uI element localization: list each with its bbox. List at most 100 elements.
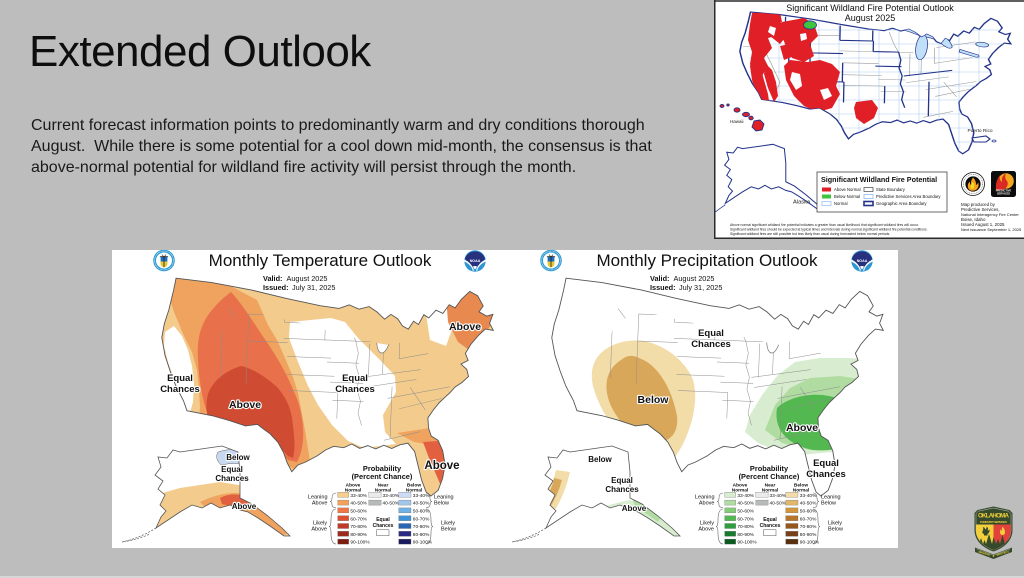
svg-text:Above: Above [312, 501, 328, 507]
svg-text:Above: Above [229, 399, 261, 411]
svg-text:Issued:: Issued: [263, 283, 289, 292]
svg-text:70-80%: 70-80% [800, 524, 817, 530]
svg-text:August 2025: August 2025 [674, 274, 715, 283]
svg-text:90-100%: 90-100% [350, 540, 370, 546]
svg-text:Chances: Chances [806, 469, 846, 480]
svg-text:Above: Above [698, 527, 714, 533]
svg-text:50-60%: 50-60% [800, 509, 817, 515]
svg-text:Chances: Chances [215, 474, 249, 483]
svg-text:Leaning: Leaning [821, 495, 841, 501]
svg-text:60-70%: 60-70% [800, 516, 817, 522]
svg-text:Chances: Chances [373, 523, 394, 529]
svg-text:Next issuance September 1, 202: Next issuance September 1, 2025 [961, 227, 1022, 232]
svg-text:Below: Below [821, 501, 836, 507]
svg-text:Significant Wildland Fire Pote: Significant Wildland Fire Potential Outl… [786, 3, 954, 13]
svg-text:August 2025: August 2025 [287, 274, 328, 283]
svg-text:Alaska: Alaska [793, 199, 811, 205]
svg-text:Above: Above [699, 501, 715, 507]
svg-text:August 2025: August 2025 [845, 13, 896, 23]
svg-text:Chances: Chances [335, 384, 375, 395]
svg-text:Chances: Chances [160, 384, 200, 395]
svg-text:NOAA: NOAA [857, 259, 868, 263]
svg-text:Probability: Probability [750, 464, 789, 473]
svg-text:PROTECT: PROTECT [996, 549, 1010, 556]
svg-text:Equal: Equal [376, 517, 390, 523]
svg-text:60-70%: 60-70% [737, 516, 754, 522]
svg-text:33-40%: 33-40% [770, 493, 787, 499]
svg-text:Monthly Temperature Outlook: Monthly Temperature Outlook [209, 251, 432, 270]
svg-text:Normal: Normal [375, 488, 392, 494]
svg-text:60-70%: 60-70% [413, 516, 430, 522]
svg-text:Above: Above [786, 422, 818, 434]
svg-text:Equal: Equal [813, 458, 839, 469]
svg-text:Normal: Normal [793, 488, 810, 494]
svg-text:Probability: Probability [363, 464, 402, 473]
svg-text:Leaning: Leaning [308, 495, 328, 501]
svg-text:Above Normal: Above Normal [834, 187, 861, 192]
svg-text:90-100%: 90-100% [737, 540, 757, 546]
svg-text:Valid:: Valid: [263, 274, 282, 283]
svg-text:Chances: Chances [605, 485, 639, 494]
svg-text:Monthly Precipitation Outlook: Monthly Precipitation Outlook [596, 251, 818, 270]
svg-text:Above: Above [311, 527, 327, 533]
svg-text:Predictive Services,: Predictive Services, [961, 207, 1000, 212]
svg-text:40-50%: 40-50% [383, 501, 400, 507]
svg-text:Above: Above [622, 504, 647, 513]
svg-text:Equal: Equal [342, 373, 368, 384]
svg-text:40-50%: 40-50% [737, 501, 754, 507]
svg-text:Below: Below [226, 453, 250, 462]
svg-text:Normal: Normal [345, 488, 362, 494]
svg-text:Leaning: Leaning [434, 495, 454, 501]
svg-text:33-40%: 33-40% [350, 493, 367, 499]
svg-text:Significant wildland fires sho: Significant wildland fires should be exp… [730, 228, 928, 232]
svg-text:Equal: Equal [611, 476, 633, 485]
svg-text:50-60%: 50-60% [737, 509, 754, 515]
svg-text:Significant Wildland Fire Pote: Significant Wildland Fire Potential [821, 175, 937, 184]
svg-text:Normal: Normal [834, 201, 848, 206]
svg-text:Normal: Normal [406, 488, 423, 494]
svg-text:50-60%: 50-60% [413, 509, 430, 515]
svg-text:90-100%: 90-100% [800, 540, 820, 546]
svg-text:Chances: Chances [760, 523, 781, 529]
svg-text:OKLAHOMA: OKLAHOMA [978, 513, 1010, 520]
svg-text:Equal: Equal [167, 373, 193, 384]
svg-text:Likely: Likely [441, 521, 455, 527]
svg-text:33-40%: 33-40% [383, 493, 400, 499]
svg-text:Normal: Normal [732, 488, 749, 494]
svg-text:Significant wildland fires are: Significant wildland fires are still pos… [730, 232, 890, 236]
svg-text:Normal: Normal [762, 488, 779, 494]
svg-text:(Percent Chance): (Percent Chance) [352, 472, 413, 481]
svg-text:Below: Below [434, 501, 449, 507]
svg-text:Above: Above [733, 483, 748, 489]
svg-text:Hawaii: Hawaii [730, 119, 744, 124]
svg-text:Below: Below [407, 483, 421, 489]
svg-text:July 31, 2025: July 31, 2025 [292, 283, 335, 292]
svg-text:33-40%: 33-40% [800, 493, 817, 499]
svg-text:National Interagency Fire Cent: National Interagency Fire Center [961, 212, 1019, 217]
svg-text:50-60%: 50-60% [350, 509, 367, 515]
svg-text:Above: Above [449, 321, 481, 333]
svg-text:State Boundary: State Boundary [876, 187, 906, 192]
svg-text:Below: Below [794, 483, 808, 489]
svg-text:FORESTRY SERVICES: FORESTRY SERVICES [980, 520, 1007, 524]
svg-text:SERVICES: SERVICES [997, 192, 1010, 196]
svg-text:Above: Above [232, 502, 257, 511]
svg-text:33-40%: 33-40% [413, 493, 430, 499]
svg-text:Puerto Rico: Puerto Rico [967, 128, 992, 134]
svg-text:Map produced by: Map produced by [961, 202, 996, 207]
svg-text:90-100%: 90-100% [413, 540, 433, 546]
svg-text:Equal: Equal [763, 517, 777, 523]
svg-text:Below: Below [588, 455, 612, 464]
svg-text:Chances: Chances [691, 339, 731, 350]
svg-text:Near: Near [765, 483, 776, 489]
svg-text:40-50%: 40-50% [413, 501, 430, 507]
svg-text:Likely: Likely [700, 521, 714, 527]
svg-text:Above normal significant wildl: Above normal significant wildland fire p… [730, 223, 919, 227]
svg-text:Predictive Services Area Bound: Predictive Services Area Boundary [876, 194, 941, 199]
svg-text:Boise, Idaho: Boise, Idaho [961, 217, 986, 222]
svg-text:Above: Above [346, 483, 361, 489]
svg-text:60-70%: 60-70% [350, 516, 367, 522]
svg-text:Likely: Likely [828, 521, 842, 527]
svg-text:Below Normal: Below Normal [834, 194, 860, 199]
svg-text:80-90%: 80-90% [800, 532, 817, 538]
